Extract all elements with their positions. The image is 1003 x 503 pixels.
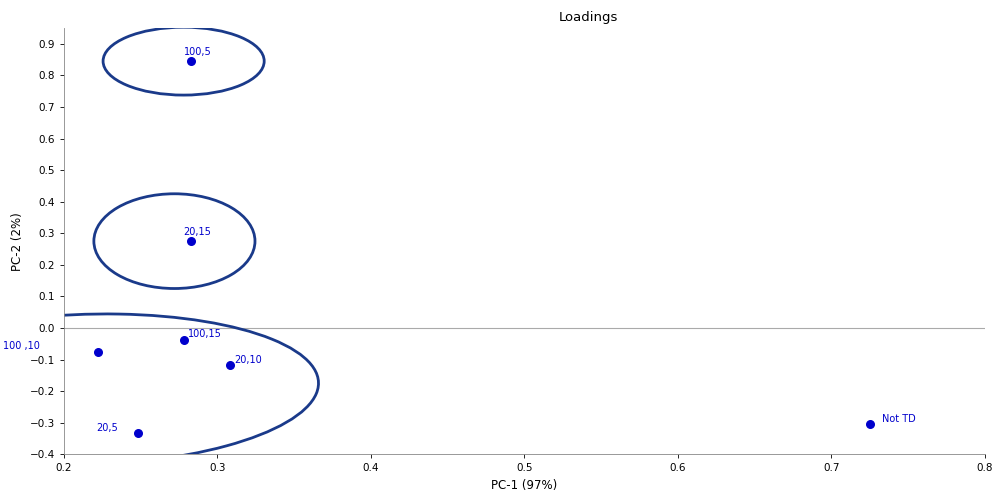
Y-axis label: PC-2 (2%): PC-2 (2%) — [11, 212, 24, 271]
Point — [184, 237, 200, 245]
Point — [184, 57, 200, 65]
Text: 100,5: 100,5 — [184, 47, 212, 57]
Point — [176, 336, 192, 344]
Text: 100 ,10: 100 ,10 — [3, 341, 39, 351]
Point — [861, 421, 877, 429]
Text: Not TD: Not TD — [881, 414, 915, 424]
Text: 100,15: 100,15 — [188, 329, 222, 339]
Text: 20,5: 20,5 — [96, 423, 117, 433]
Text: 20,10: 20,10 — [234, 355, 262, 365]
Text: 20,15: 20,15 — [184, 227, 212, 237]
Point — [129, 429, 145, 437]
X-axis label: PC-1 (97%): PC-1 (97%) — [490, 479, 557, 492]
Text: Loadings: Loadings — [559, 11, 618, 24]
Point — [222, 361, 238, 369]
Point — [89, 348, 105, 356]
